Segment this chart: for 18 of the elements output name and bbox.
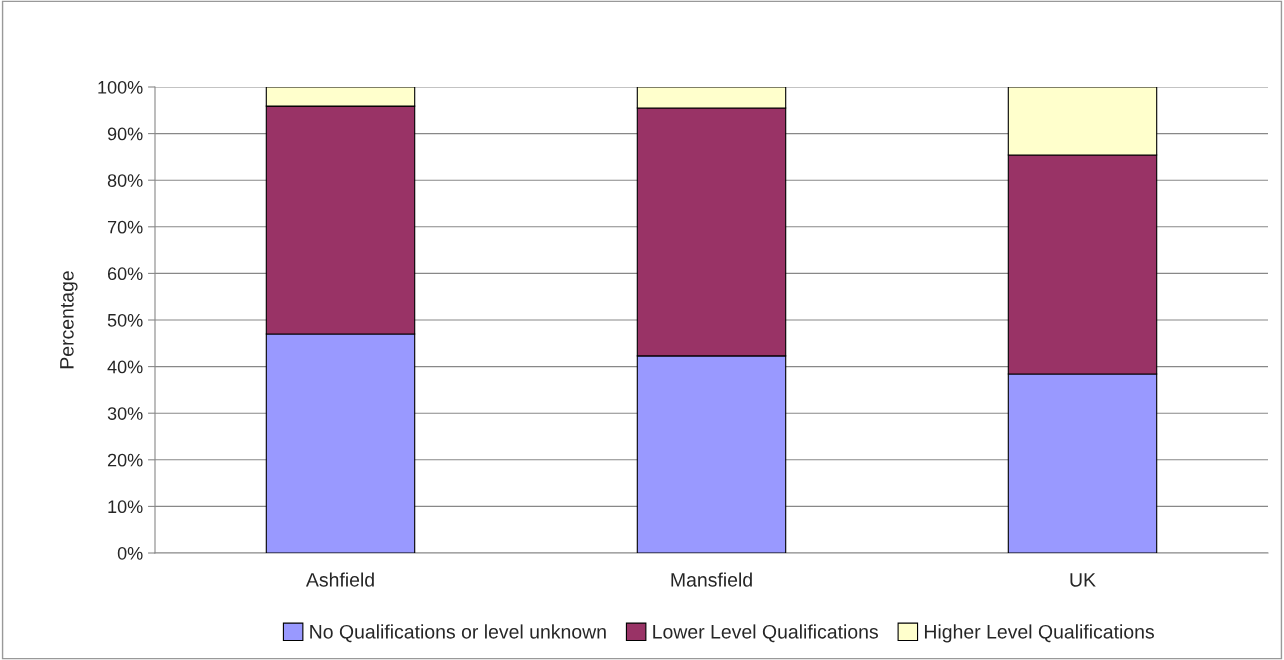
legend-label: Lower Level Qualifications [653,624,878,643]
y-tick-label: 20% [107,453,143,467]
legend-label: No Qualifications or level unknown [310,624,606,643]
y-tick-label: 40% [107,360,143,374]
y-tick-label: 50% [107,313,143,327]
y-tick-label: 80% [107,174,143,187]
y-tick-label: 0% [117,546,143,560]
y-tick-label: 70% [107,220,143,234]
legend-label: Higher Level Qualifications [924,624,1154,643]
x-tick-label: Ashfield [305,572,374,587]
x-tick-label: UK [1070,573,1096,587]
y-tick-label: 100% [98,80,143,94]
y-tick-label: 10% [108,500,143,514]
y-tick-label: 90% [107,127,143,141]
y-tick-label: 60% [107,267,143,281]
y-tick-label: 30% [107,407,143,420]
x-tick-label: Mansfield [671,572,752,587]
y-axis-title: Percentage [60,271,78,369]
